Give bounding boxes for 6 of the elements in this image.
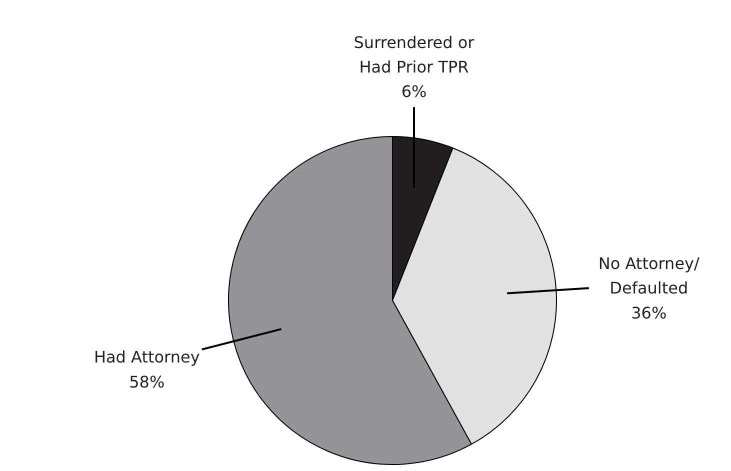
slice-label: No Attorney/ Defaulted [598, 254, 700, 298]
data-label: 36% [631, 303, 667, 322]
slice-label: Surrendered or Had Prior TPR [354, 32, 475, 76]
data-label: 58% [129, 372, 165, 392]
data-label: 6% [401, 82, 427, 102]
slice-label: Had Attorney [94, 348, 200, 367]
